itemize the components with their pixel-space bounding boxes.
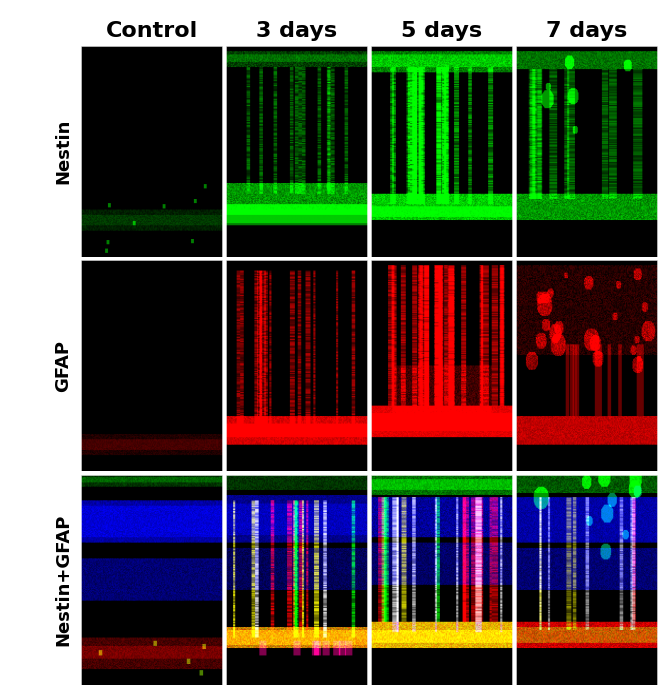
Text: 3 days: 3 days — [256, 21, 337, 41]
Text: GFAP: GFAP — [55, 340, 72, 392]
Text: 5 days: 5 days — [401, 21, 482, 41]
Text: Nestin+GFAP: Nestin+GFAP — [55, 514, 72, 646]
Text: Control: Control — [105, 21, 198, 41]
Text: Nestin: Nestin — [55, 119, 72, 184]
Text: 7 days: 7 days — [546, 21, 627, 41]
